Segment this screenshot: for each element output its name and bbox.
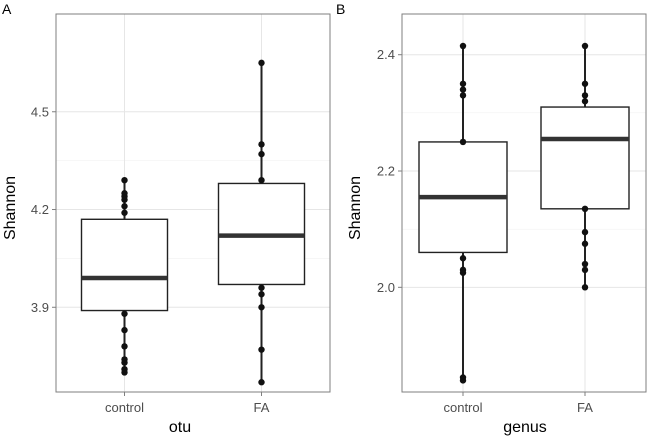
panel-b-fa-point (581, 42, 589, 50)
panel-a-control-point (121, 365, 128, 373)
panel-b-xaxis-title: genus (503, 419, 547, 436)
panel-a-xtick-label: control (105, 400, 144, 415)
panel-b-xtick-label: control (443, 400, 482, 415)
panel-a-fa-point (258, 284, 265, 291)
panel-a-xtick-label: FA (254, 400, 270, 415)
panel-a-control-point (121, 326, 128, 334)
panel-b-fa-point (581, 205, 589, 213)
panel-a-control-point (121, 203, 128, 210)
panel-a-fa-point (258, 59, 265, 67)
panel-b-tag: B (336, 1, 345, 17)
panel-a-fa-point (258, 150, 265, 158)
panel-b-fa-point (581, 98, 589, 105)
panel-b-border (401, 13, 647, 393)
panel-b-fa-point (581, 92, 589, 99)
panel-a-fa-point (258, 291, 265, 298)
panel-a-control-point (121, 310, 128, 317)
panel-b-control-point (459, 374, 467, 381)
panel-a-control-box (80, 218, 169, 312)
panel-a-fa-point (258, 346, 265, 353)
panel-b-fa-point (581, 228, 589, 236)
panel-b-fa-point (581, 240, 589, 247)
panel-a-fa-point (258, 379, 265, 386)
panel-a-ytick-label: 3.9 (31, 300, 49, 315)
panel-b-ytick-label: 2.2 (377, 164, 395, 179)
panel-a-ytick-label: 4.5 (31, 104, 49, 119)
panel-a-fa-point (258, 304, 265, 311)
panel-b-control-point (459, 138, 467, 146)
panel-b-fa-box (540, 106, 630, 210)
panel-a-fa-point (258, 141, 265, 148)
panel-b-control-point (459, 80, 467, 87)
panel-a-border (55, 13, 331, 393)
panel-a-tag: A (2, 1, 12, 17)
panel-a-fa-point (258, 176, 265, 184)
panel-b-ytick-label: 2.0 (377, 280, 395, 295)
panel-a-control-point (121, 209, 128, 216)
panel-b-xtick-label: FA (577, 400, 593, 415)
panel-b-control-point (459, 255, 467, 262)
panel-b-fa-point (581, 266, 589, 274)
panel-b-ytick-label: 2.4 (377, 47, 395, 62)
panel-b-control-point (459, 86, 467, 93)
panel-a-yaxis-title: Shannon (2, 176, 19, 240)
panel-a-control-point (121, 176, 128, 184)
panel-a-ytick-label: 4.2 (31, 202, 49, 217)
panel-b-fa-point (581, 260, 589, 268)
panel-b-control-point (459, 92, 467, 99)
panel-a-control-point (121, 343, 128, 350)
panel-a-xaxis-title: otu (169, 419, 191, 436)
panel-b-fa-point (581, 80, 589, 87)
panel-b-control-point (459, 42, 467, 50)
panel-b-yaxis-title: Shannon (347, 176, 364, 240)
panel-b-control-point (459, 266, 467, 274)
panel-a-control-point (121, 356, 128, 363)
panel-b-fa-point (581, 284, 589, 291)
panel-a-control-point (121, 190, 128, 197)
